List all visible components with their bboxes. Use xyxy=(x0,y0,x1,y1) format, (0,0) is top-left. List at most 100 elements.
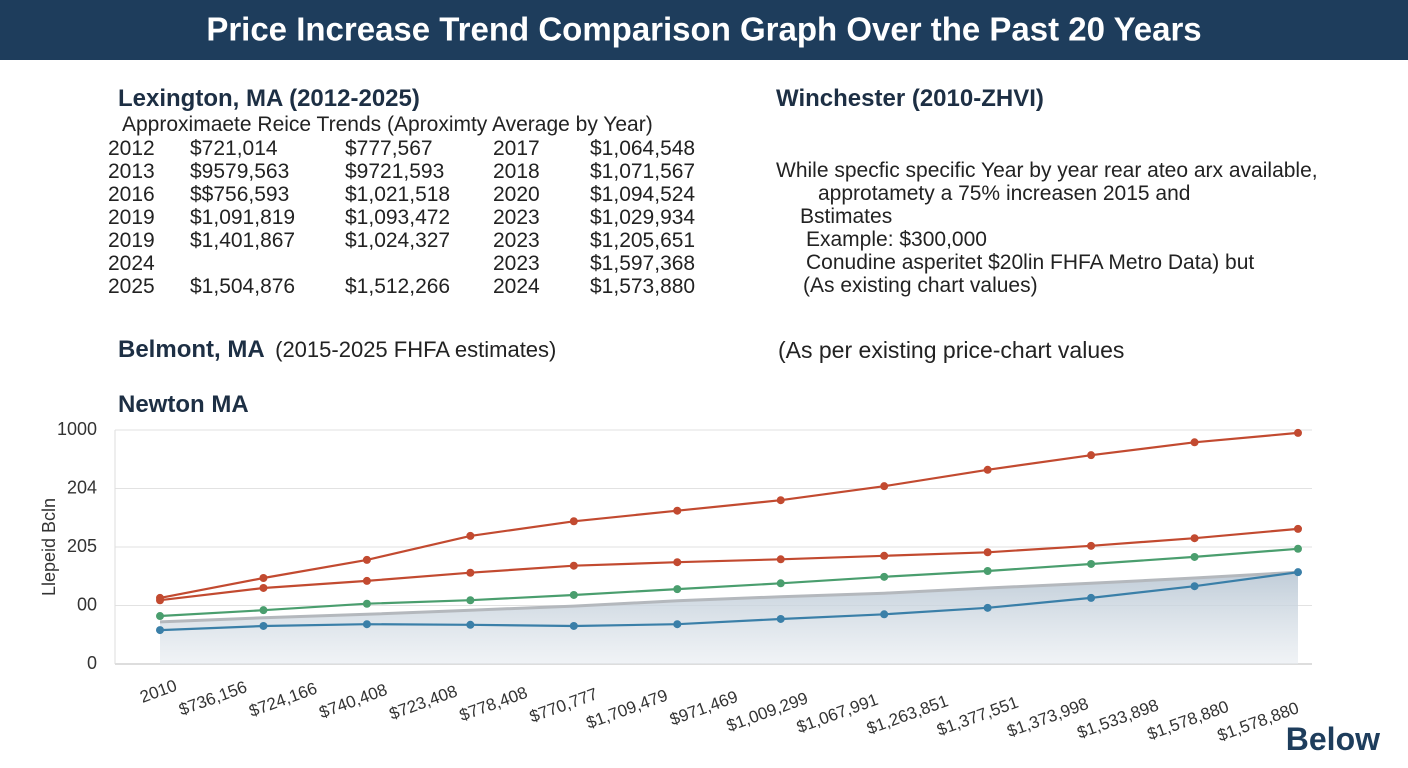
header-bar xyxy=(0,0,1408,60)
y-tick-label: 205 xyxy=(67,536,97,556)
table-cell: 2017 xyxy=(493,137,540,160)
lexington-title: Lexington, MA (2012-2025) xyxy=(118,85,420,112)
table-cell: $1,504,876 xyxy=(190,275,295,298)
table-cell: $$756,593 xyxy=(190,183,289,206)
point xyxy=(983,465,992,474)
point xyxy=(673,585,682,594)
table-cell: $1,064,548 xyxy=(590,137,695,160)
page-title: Price Increase Trend Comparison Graph Ov… xyxy=(206,11,1201,48)
y-tick-label: 00 xyxy=(77,594,97,614)
y-axis-label: Llepeid Bcln xyxy=(39,498,59,596)
point xyxy=(1294,544,1302,553)
point xyxy=(776,579,785,588)
point xyxy=(880,482,889,491)
point xyxy=(776,614,785,623)
point xyxy=(466,620,475,629)
lexington-subtitle: Approximaete Reice Trends (Aproximty Ave… xyxy=(122,113,653,136)
point xyxy=(1294,524,1302,533)
x-tick-label: 2010 xyxy=(137,676,179,707)
table-cell: 2023 xyxy=(493,229,540,252)
x-tick-label: $740,408 xyxy=(317,680,390,722)
x-tick-label: $724,166 xyxy=(246,679,319,721)
newton-title: Newton MA xyxy=(118,391,249,418)
table-cell: $1,512,266 xyxy=(345,275,450,298)
winchester-title: Winchester (2010-ZHVI) xyxy=(776,85,1044,112)
table-cell: 2018 xyxy=(493,160,540,183)
point xyxy=(259,574,268,583)
table-cell: 2020 xyxy=(493,183,540,206)
x-tick-label: $1,709,479 xyxy=(584,686,670,733)
point xyxy=(259,621,268,630)
table-cell: 2023 xyxy=(493,206,540,229)
point xyxy=(776,555,785,564)
point xyxy=(466,596,475,605)
point xyxy=(880,551,889,560)
x-tick-label: $778,408 xyxy=(457,683,530,725)
point xyxy=(983,603,992,612)
point xyxy=(1087,593,1096,602)
table-cell: $9721,593 xyxy=(345,160,444,183)
point xyxy=(983,548,992,557)
point xyxy=(673,620,682,629)
table-cell: $777,567 xyxy=(345,137,433,160)
winchester-text: While specfic specific Year by year rear… xyxy=(776,159,1318,297)
table-cell: $1,573,880 xyxy=(590,275,695,298)
table-cell: 2023 xyxy=(493,252,540,275)
point xyxy=(776,496,785,505)
point xyxy=(1087,559,1096,568)
winchester-line: Conudine asperitet $20lin FHFA Metro Dat… xyxy=(806,251,1254,274)
point xyxy=(1190,582,1199,591)
series-line xyxy=(159,431,1299,599)
point xyxy=(1087,451,1096,460)
table-cell: $1,029,934 xyxy=(590,206,695,229)
table-cell: $1,021,518 xyxy=(345,183,450,206)
point xyxy=(1294,428,1302,437)
table-cell: $1,091,819 xyxy=(190,206,295,229)
point xyxy=(569,621,578,630)
point xyxy=(362,620,371,629)
table-cell: 2013 xyxy=(108,160,155,183)
y-tick-label: 0 xyxy=(87,653,97,673)
x-tick-label: $723,408 xyxy=(387,682,460,724)
table-cell: 2025 xyxy=(108,275,155,298)
point xyxy=(259,606,268,615)
area xyxy=(160,572,1298,664)
point xyxy=(1190,552,1199,561)
winchester-line: While specfic specific Year by year rear… xyxy=(776,159,1318,182)
table-cell: $9579,563 xyxy=(190,160,289,183)
footer-text: Below xyxy=(1286,721,1380,757)
point xyxy=(362,576,371,585)
point xyxy=(569,590,578,599)
table-cell: 2024 xyxy=(493,275,540,298)
point xyxy=(983,566,992,575)
table-cell: $721,014 xyxy=(190,137,278,160)
belmont-title: Belmont, MA xyxy=(118,336,265,363)
point xyxy=(880,572,889,581)
table-cell: 2024 xyxy=(108,252,155,275)
table-cell: $1,024,327 xyxy=(345,229,450,252)
table-cell: $1,071,567 xyxy=(590,160,695,183)
table-cell: $1,401,867 xyxy=(190,229,295,252)
winchester-line: (As existing chart values) xyxy=(803,274,1038,297)
table-cell: $1,094,524 xyxy=(590,183,695,206)
belmont-heading: Belmont, MA (2015-2025 FHFA estimates) xyxy=(118,336,556,363)
lexington-table: 2012 $721,014 $777,567 2017 $1,064,548 2013 $9… xyxy=(108,137,695,298)
table-cell: $1,093,472 xyxy=(345,206,450,229)
winchester-line: Bstimates xyxy=(800,205,892,228)
table-cell: 2012 xyxy=(108,137,155,160)
point xyxy=(1294,568,1302,577)
point xyxy=(880,610,889,619)
point xyxy=(156,612,164,621)
point xyxy=(156,596,164,605)
point xyxy=(362,555,371,564)
point xyxy=(673,506,682,515)
table-cell: $1,597,368 xyxy=(590,252,695,275)
point xyxy=(466,531,475,540)
series-line xyxy=(159,570,1299,624)
winchester-line: Example: $300,000 xyxy=(806,228,987,251)
x-tick-label: $736,156 xyxy=(176,677,249,719)
table-cell: 2019 xyxy=(108,229,155,252)
point xyxy=(362,599,371,608)
